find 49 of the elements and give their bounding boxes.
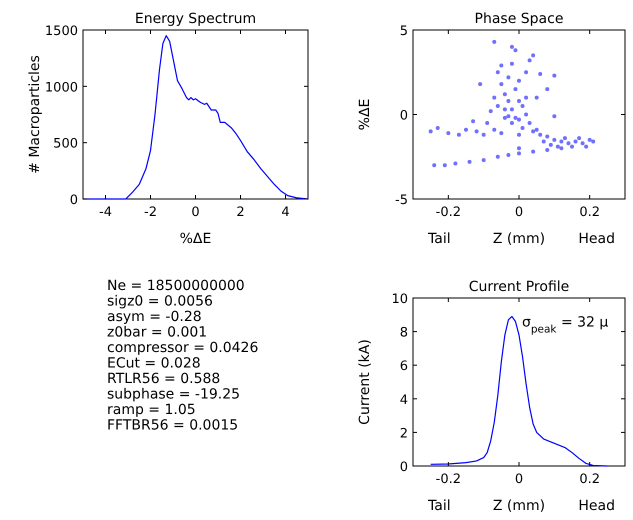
text: z0bar = 0.001 [107,324,208,340]
y-tick-label: 0 [70,193,78,208]
text: compressor = 0.0426 [107,340,258,356]
x-axis-title: %ΔE [180,231,212,247]
x-tick-label: 0 [514,472,524,487]
x-tick-label: -4 [99,205,112,220]
y-tick-label: 10 [391,292,408,307]
y-tick-label: 500 [53,136,78,152]
text: ramp = 1.05 [107,402,196,418]
text: RTLR56 = 0.588 [107,371,220,387]
text: FFTBR56 = 0.0015 [107,418,238,434]
x-tick-label: 4 [281,205,290,220]
x-tick-label: 0.2 [579,472,600,487]
x-tick-label: -0.2 [436,472,462,487]
chart-title: Phase Space [474,11,564,27]
chart-title: Current Profile [468,279,570,295]
x-tick-label: -2 [144,205,157,220]
x-tick-label: 0 [191,205,200,220]
text: Head [578,231,615,247]
x-tick-label: 2 [236,205,245,220]
y-axis-title: %ΔE [357,98,373,130]
y-tick-label: 0 [400,460,408,475]
text: Ne = 18500000000 [107,278,245,294]
text: asym = -0.28 [107,309,202,325]
y-tick-label: 0 [400,108,408,124]
y-tick-label: 6 [400,359,408,374]
y-tick-label: 2 [400,426,408,442]
text: sigz0 = 0.0056 [107,294,214,310]
y-axis-title: # Macroparticles [27,55,43,174]
y-tick-label: 1000 [44,80,78,96]
y-tick-label: 8 [400,326,408,341]
y-tick-label: 1500 [44,24,78,39]
y-tick-label: 5 [400,24,408,39]
text: subphase = -19.25 [107,386,240,402]
x-tick-label: -0.2 [436,205,462,220]
x-axis-title: Z (mm) [492,498,546,514]
text: Tail [427,498,451,514]
text: Tail [427,231,451,247]
y-tick-label: -5 [395,193,408,208]
annotation: σ$_{peak}$ = 32 μ [522,314,608,336]
x-tick-label: 0.2 [579,205,600,220]
line-series [430,316,608,467]
y-axis-title: Current (kA) [357,339,373,425]
x-axis-title: Z (mm) [492,231,546,247]
text: Head [578,498,615,514]
x-tick-label: 0 [514,205,524,220]
y-tick-label: 4 [400,392,408,408]
chart-title: Energy Spectrum [134,11,256,27]
text: ECut = 0.028 [107,356,201,372]
